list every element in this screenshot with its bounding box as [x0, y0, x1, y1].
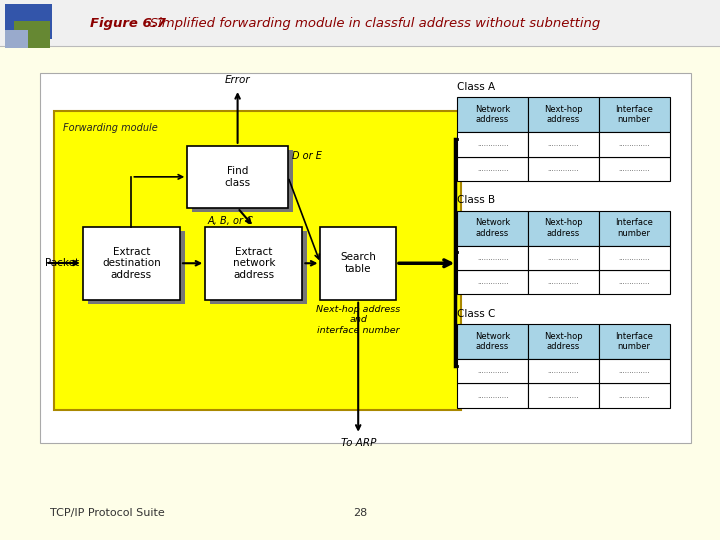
Text: ..............: .............. [618, 368, 650, 374]
Text: Forwarding module: Forwarding module [63, 123, 158, 133]
Text: ..............: .............. [618, 141, 650, 147]
Text: Next-hop address
and
interface number: Next-hop address and interface number [316, 305, 400, 335]
Bar [457, 359, 528, 383]
Text: ..............: .............. [477, 255, 508, 261]
Text: ..............: .............. [618, 166, 650, 172]
Bar [599, 359, 670, 383]
Bar [320, 227, 396, 300]
Text: Packet: Packet [45, 258, 78, 268]
Text: 28: 28 [353, 508, 367, 518]
Text: ..............: .............. [548, 255, 579, 261]
Bar [599, 270, 670, 294]
Bar [88, 231, 185, 304]
Bar [528, 324, 599, 359]
Bar [457, 132, 528, 157]
Text: ..............: .............. [548, 141, 579, 147]
Text: Error: Error [225, 75, 251, 85]
Bar [528, 211, 599, 246]
Text: ..............: .............. [548, 393, 579, 399]
Bar [599, 324, 670, 359]
Text: Network
address: Network address [475, 332, 510, 352]
Bar [599, 157, 670, 181]
Bar [528, 157, 599, 181]
Bar [457, 157, 528, 181]
Text: Find
class: Find class [225, 166, 251, 188]
Text: Interface
number: Interface number [616, 332, 653, 352]
Bar [528, 132, 599, 157]
Bar [40, 73, 691, 443]
Bar [457, 211, 528, 246]
Bar [54, 111, 461, 410]
Text: Network
address: Network address [475, 105, 510, 125]
Text: ..............: .............. [548, 368, 579, 374]
Text: ..............: .............. [618, 255, 650, 261]
Text: Next-hop
address: Next-hop address [544, 105, 582, 125]
Text: Figure 6.7: Figure 6.7 [90, 17, 166, 30]
Text: Next-hop
address: Next-hop address [544, 332, 582, 352]
Text: Extract
network
address: Extract network address [233, 247, 275, 280]
Bar [457, 97, 528, 132]
Bar [599, 97, 670, 132]
Text: ..............: .............. [618, 279, 650, 285]
Bar [0, 0, 720, 46]
Bar [528, 270, 599, 294]
Text: Interface
number: Interface number [616, 105, 653, 125]
Bar [14, 21, 50, 48]
Bar [599, 246, 670, 270]
Bar [457, 270, 528, 294]
Text: Class C: Class C [457, 308, 495, 319]
Text: A, B, or C: A, B, or C [207, 216, 253, 226]
Bar [210, 231, 307, 304]
Bar [5, 30, 28, 48]
Text: ..............: .............. [477, 166, 508, 172]
Text: Interface
number: Interface number [616, 219, 653, 238]
Bar [528, 383, 599, 408]
Text: ..............: .............. [477, 279, 508, 285]
Text: ..............: .............. [618, 393, 650, 399]
Text: D or E: D or E [292, 151, 321, 161]
Bar [187, 146, 288, 208]
Bar [205, 227, 302, 300]
Text: Next-hop
address: Next-hop address [544, 219, 582, 238]
Bar [599, 132, 670, 157]
Bar [528, 246, 599, 270]
Bar [528, 359, 599, 383]
Text: ..............: .............. [548, 166, 579, 172]
Bar [457, 246, 528, 270]
Bar [5, 4, 52, 39]
Bar [599, 211, 670, 246]
Bar [192, 150, 293, 212]
Text: To ARP: To ARP [341, 438, 376, 449]
Text: Search
table: Search table [341, 252, 376, 274]
Text: ..............: .............. [477, 368, 508, 374]
Text: ..............: .............. [548, 279, 579, 285]
Text: Extract
destination
address: Extract destination address [102, 247, 161, 280]
Text: Class B: Class B [457, 195, 495, 205]
Bar [83, 227, 180, 300]
Text: Simplified forwarding module in classful address without subnetting: Simplified forwarding module in classful… [137, 17, 600, 30]
Text: TCP/IP Protocol Suite: TCP/IP Protocol Suite [50, 508, 165, 518]
Text: Network
address: Network address [475, 219, 510, 238]
Text: ..............: .............. [477, 393, 508, 399]
Bar [457, 324, 528, 359]
Text: Class A: Class A [457, 82, 495, 92]
Bar [457, 383, 528, 408]
Bar [528, 97, 599, 132]
Bar [599, 383, 670, 408]
Text: ..............: .............. [477, 141, 508, 147]
